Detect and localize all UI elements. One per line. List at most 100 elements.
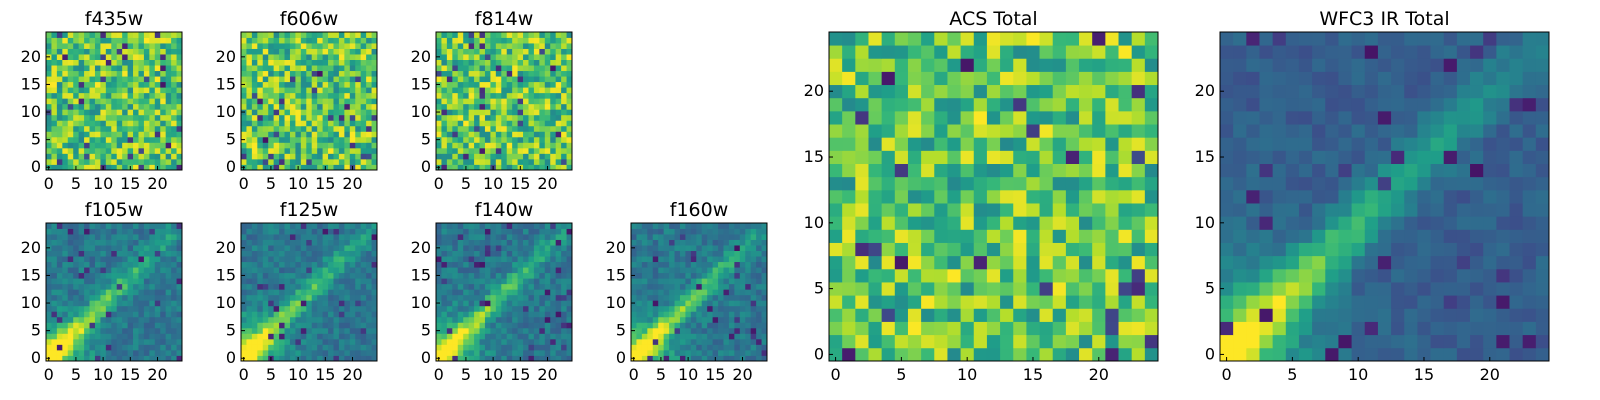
- heatmap-cell: [523, 316, 529, 323]
- heatmap-cell: [512, 338, 518, 345]
- heatmap-cell: [176, 37, 183, 44]
- heatmap-cell: [555, 250, 562, 257]
- heatmap-cell: [490, 109, 497, 116]
- heatmap-cell: [78, 344, 85, 351]
- heatmap-cell: [550, 245, 557, 251]
- heatmap-cell: [251, 81, 258, 88]
- heatmap-cell: [550, 311, 557, 318]
- heatmap-cell: [463, 289, 470, 296]
- heatmap-cell: [371, 136, 378, 143]
- heatmap-cell: [94, 239, 101, 246]
- heatmap-cell: [116, 65, 123, 72]
- heatmap-cell: [138, 311, 145, 318]
- heatmap-cell: [544, 223, 551, 229]
- heatmap-cell: [1118, 203, 1133, 217]
- heatmap-cell: [881, 203, 896, 217]
- heatmap-cell: [463, 327, 470, 334]
- heatmap-cell: [528, 37, 535, 44]
- heatmap-cell: [457, 125, 464, 132]
- heatmap-cell: [84, 228, 90, 235]
- heatmap-cell: [484, 228, 491, 235]
- heatmap-cell: [734, 267, 741, 274]
- heatmap-cell: [251, 272, 258, 279]
- heatmap-cell: [371, 349, 378, 356]
- heatmap-cell: [311, 267, 318, 274]
- heatmap-cell: [468, 98, 475, 105]
- heatmap-cell: [149, 223, 156, 229]
- heatmap-cell: [328, 344, 334, 351]
- heatmap-cell: [452, 136, 459, 143]
- heatmap-cell: [338, 322, 345, 329]
- heatmap-cell: [344, 81, 351, 88]
- heatmap-cell: [360, 109, 367, 116]
- heatmap-cell: [544, 300, 551, 307]
- heatmap-cell: [246, 147, 253, 154]
- heatmap-cell: [94, 92, 101, 99]
- heatmap-cell: [561, 65, 567, 72]
- heatmap-cell: [268, 272, 275, 279]
- heatmap-cell: [116, 92, 123, 99]
- heatmap-cell: [149, 311, 156, 318]
- heatmap-cell: [679, 333, 686, 340]
- heatmap-cell: [446, 136, 453, 143]
- heatmap-cell: [881, 334, 896, 349]
- heatmap-cell: [501, 147, 508, 154]
- heatmap-cell: [523, 267, 529, 274]
- heatmap-cell: [1118, 255, 1133, 270]
- heatmap-cell: [311, 223, 318, 229]
- heatmap-cell: [176, 147, 183, 154]
- heatmap-cell: [149, 228, 156, 235]
- heatmap-cell: [728, 311, 735, 318]
- heatmap-cell: [533, 158, 540, 165]
- heatmap-cell: [306, 103, 313, 110]
- heatmap-cell: [73, 327, 80, 334]
- heatmap-cell: [105, 32, 112, 38]
- heatmap-cell: [111, 234, 118, 240]
- heatmap-cell: [311, 136, 318, 143]
- heatmap-cell: [566, 87, 573, 94]
- heatmap-cell: [84, 59, 90, 66]
- heatmap-cell: [829, 150, 843, 164]
- heatmap-cell: [436, 311, 442, 318]
- heatmap-cell: [295, 147, 302, 154]
- heatmap-cell: [311, 70, 318, 77]
- heatmap-cell: [100, 153, 107, 160]
- heatmap-cell: [501, 109, 508, 116]
- heatmap-cell: [154, 120, 161, 127]
- heatmap-cell: [322, 59, 329, 66]
- heatmap-cell: [528, 103, 535, 110]
- heatmap-cell: [328, 333, 334, 340]
- heatmap-cell: [495, 234, 502, 240]
- heatmap-cell: [555, 48, 562, 55]
- heatmap-cell: [712, 256, 719, 263]
- heatmap-cell: [306, 333, 313, 340]
- heatmap-cell: [360, 300, 367, 307]
- heatmap-cell: [122, 103, 128, 110]
- heatmap-cell: [728, 338, 735, 345]
- heatmap-cell: [241, 250, 247, 257]
- heatmap-cell: [490, 147, 497, 154]
- heatmap-cell: [1092, 124, 1106, 138]
- heatmap-cell: [355, 65, 362, 72]
- heatmap-cell: [452, 43, 459, 49]
- heatmap-cell: [279, 32, 285, 38]
- heatmap-cell: [829, 334, 843, 349]
- heatmap-cell: [306, 305, 313, 312]
- heatmap-cell: [1000, 137, 1014, 151]
- heatmap-cell: [111, 153, 118, 160]
- heatmap-cell: [317, 59, 323, 66]
- heatmap-cell: [349, 59, 356, 66]
- heatmap-cell: [674, 316, 681, 323]
- heatmap-cell: [566, 333, 573, 340]
- heatmap-cell: [474, 120, 480, 127]
- axes-frame: [435, 222, 573, 362]
- x-tick-label: 20: [342, 174, 362, 193]
- heatmap-cell: [349, 234, 356, 240]
- x-tick-label: 5: [461, 174, 471, 193]
- heatmap-cell: [457, 120, 464, 127]
- heatmap-cell: [452, 32, 459, 38]
- heatmap-cell: [349, 70, 356, 77]
- heatmap-cell: [631, 250, 637, 257]
- heatmap-cell: [116, 37, 123, 44]
- heatmap-cell: [67, 289, 74, 296]
